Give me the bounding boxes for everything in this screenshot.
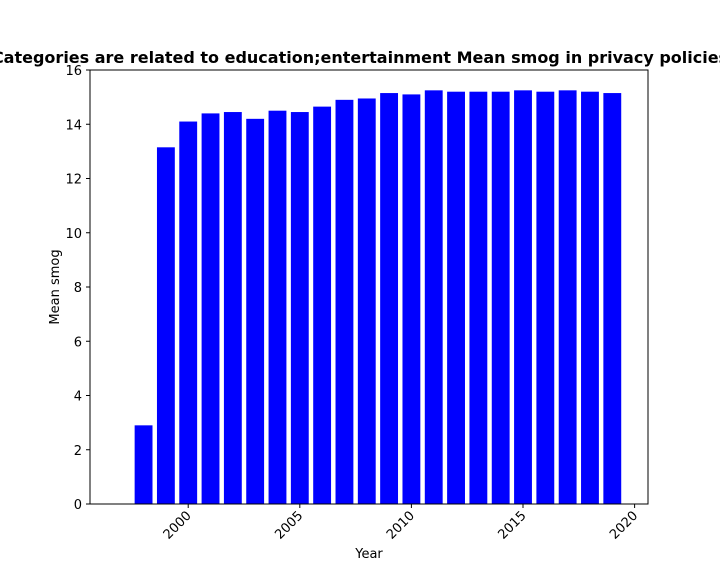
chart-title: Categories are related to education;ente… [0,48,720,67]
y-tick-label: 16 [65,64,82,79]
bar-2003 [246,118,265,504]
x-tick-label: 2015 [496,509,530,543]
bar-2002 [223,112,242,504]
bar-2019 [603,93,622,504]
y-tick-label: 0 [74,498,82,513]
y-tick-label: 4 [74,390,82,405]
bar-2011 [424,90,443,504]
bar-2015 [514,90,532,504]
bar-2004 [268,110,287,504]
bar-2009 [380,93,399,504]
y-tick-label: 12 [65,173,82,188]
y-axis-label: Mean smog [48,249,63,324]
bar-2006 [313,106,332,505]
y-tick-label: 14 [65,118,82,133]
bar-2000 [179,121,198,504]
x-tick-label: 2010 [384,509,418,543]
bar-2005 [290,112,309,504]
bar-2014 [491,91,510,504]
y-axis-ticks: 0 2 4 6 8 10 12 14 16 [65,64,90,513]
x-axis-ticks: 2000 2005 2010 2015 2020 [161,504,641,543]
bar-2001 [201,113,220,505]
bar-2017 [558,90,577,504]
x-axis-label: Year [354,547,383,562]
bar-2007 [335,99,354,504]
bar-2016 [536,91,555,504]
bar-2010 [402,94,421,504]
x-tick-label: 2020 [607,509,641,543]
x-tick-label: 2005 [272,509,306,543]
plot-frame [89,69,649,505]
bar-2008 [357,98,376,504]
y-tick-label: 10 [65,227,82,242]
bar-1998 [134,425,153,504]
bar-2018 [581,91,599,504]
y-tick-label: 8 [74,281,82,296]
x-tick-label: 2000 [161,509,195,543]
y-tick-label: 6 [74,335,82,350]
y-tick-label: 2 [74,444,82,459]
bars-group [134,90,622,505]
bar-2013 [469,91,488,504]
bar-2012 [447,91,465,504]
bar-1999 [156,147,175,504]
